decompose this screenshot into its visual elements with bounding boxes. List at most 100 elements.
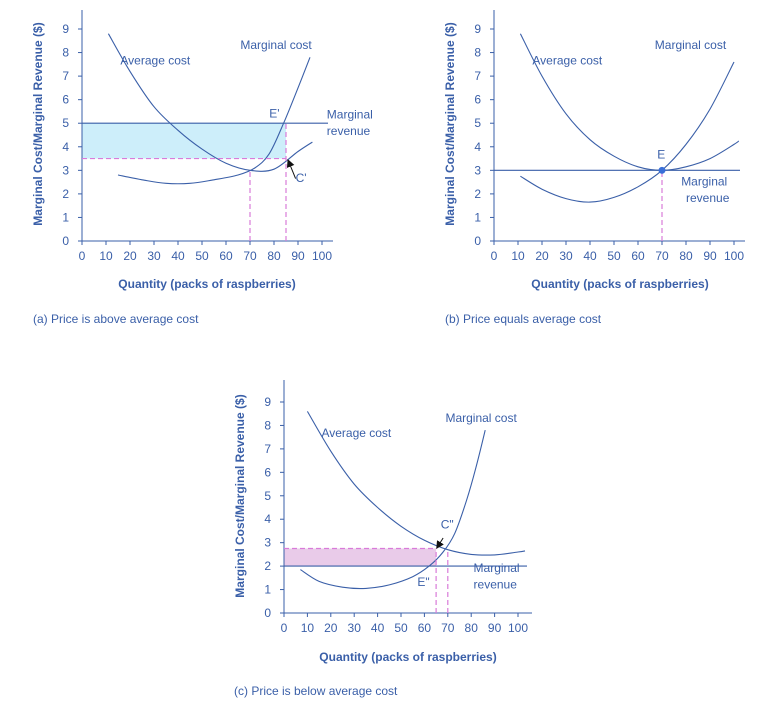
y-axis-title: Marginal Cost/Marginal Revenue ($) — [31, 22, 45, 225]
y-tick-label: 4 — [264, 512, 271, 526]
y-tick-label: 6 — [62, 93, 69, 107]
x-tick-label: 0 — [281, 621, 288, 635]
x-tick-label: 10 — [511, 249, 525, 263]
y-tick-label: 0 — [62, 234, 69, 248]
chart-annotation-label: C' — [296, 171, 307, 185]
chart-annotation-label: Marginal cost — [240, 38, 312, 52]
chart-annotation-label: Marginal — [327, 108, 373, 122]
y-tick-label: 6 — [474, 93, 481, 107]
chart-panel-1: 0 10 20 30 40 50 60 70 80 90 100 0 1 2 3 4 5 6 7 8 9 Marginal… — [31, 10, 373, 326]
shaded-region — [82, 123, 286, 159]
y-tick-label: 2 — [474, 187, 481, 201]
y-tick-label: 2 — [264, 559, 271, 573]
x-tick-label: 80 — [267, 249, 281, 263]
chart-annotation-label: E' — [269, 106, 279, 120]
y-tick-label: 7 — [264, 442, 271, 456]
y-tick-label: 0 — [264, 606, 271, 620]
chart-annotation-label: Marginal — [474, 561, 520, 575]
chart-annotation-label: Average cost — [532, 53, 602, 67]
x-tick-label: 90 — [291, 249, 305, 263]
x-tick-label: 40 — [371, 621, 385, 635]
x-tick-label: 90 — [703, 249, 717, 263]
y-tick-label: 4 — [474, 140, 481, 154]
x-tick-label: 80 — [679, 249, 693, 263]
shaded-region — [284, 548, 437, 567]
panel-caption: (b) Price equals average cost — [445, 312, 602, 326]
y-tick-label: 3 — [264, 536, 271, 550]
y-tick-label: 3 — [62, 163, 69, 177]
x-tick-label: 10 — [99, 249, 113, 263]
y-tick-label: 1 — [62, 210, 69, 224]
x-tick-label: 0 — [79, 249, 86, 263]
x-tick-label: 20 — [123, 249, 137, 263]
chart-annotation-label: Average cost — [321, 426, 391, 440]
x-axis-title: Quantity (packs of raspberries) — [118, 277, 295, 291]
y-tick-label: 1 — [264, 583, 271, 597]
x-tick-label: 60 — [219, 249, 233, 263]
y-axis-title: Marginal Cost/Marginal Revenue ($) — [233, 394, 247, 597]
marginal-cost-curve — [520, 61, 735, 203]
panel-caption: (a) Price is above average cost — [33, 312, 199, 326]
x-tick-label: 60 — [418, 621, 432, 635]
y-tick-label: 2 — [62, 187, 69, 201]
x-tick-label: 10 — [301, 621, 315, 635]
y-tick-label: 7 — [62, 69, 69, 83]
x-tick-label: 40 — [171, 249, 185, 263]
x-tick-label: 70 — [655, 249, 669, 263]
y-tick-label: 9 — [264, 395, 271, 409]
y-tick-label: 5 — [474, 116, 481, 130]
chart-annotation-label: E — [657, 148, 665, 162]
x-tick-label: 0 — [491, 249, 498, 263]
x-tick-label: 20 — [535, 249, 549, 263]
panel-caption: (c) Price is below average cost — [234, 684, 398, 698]
y-tick-label: 4 — [62, 140, 69, 154]
y-tick-label: 7 — [474, 69, 481, 83]
y-tick-label: 8 — [474, 46, 481, 60]
x-tick-label: 50 — [394, 621, 408, 635]
annotation-arrow — [286, 159, 297, 179]
chart-annotation-label: revenue — [474, 577, 518, 591]
y-tick-label: 0 — [474, 234, 481, 248]
x-axis-title: Quantity (packs of raspberries) — [531, 277, 708, 291]
x-tick-label: 50 — [195, 249, 209, 263]
x-tick-label: 90 — [488, 621, 502, 635]
x-tick-label: 30 — [147, 249, 161, 263]
y-tick-label: 9 — [474, 22, 481, 36]
x-tick-label: 100 — [312, 249, 332, 263]
y-tick-label: 6 — [264, 465, 271, 479]
x-tick-label: 80 — [465, 621, 479, 635]
chart-annotation-label: Marginal cost — [445, 411, 517, 425]
x-tick-label: 40 — [583, 249, 597, 263]
x-axis-title: Quantity (packs of raspberries) — [319, 650, 496, 664]
annotation-arrow — [436, 537, 444, 550]
chart-annotation-label: revenue — [327, 124, 371, 138]
chart-annotation-label: revenue — [686, 191, 730, 205]
y-tick-label: 5 — [264, 489, 271, 503]
chart-annotation-label: E" — [417, 575, 429, 589]
chart-panel-2: 0 10 20 30 40 50 60 70 80 90 100 0 1 2 3 4 5 6 7 8 9 Marginal… — [443, 10, 745, 326]
x-tick-label: 70 — [441, 621, 455, 635]
y-tick-label: 9 — [62, 22, 69, 36]
chart-annotation-label: C" — [441, 518, 454, 532]
x-tick-label: 50 — [607, 249, 621, 263]
x-tick-label: 30 — [348, 621, 362, 635]
y-axis-title: Marginal Cost/Marginal Revenue ($) — [443, 22, 457, 225]
equilibrium-point — [658, 166, 666, 174]
y-tick-label: 3 — [474, 163, 481, 177]
marginal-cost-curve — [117, 57, 311, 185]
x-tick-label: 100 — [508, 621, 528, 635]
y-tick-label: 8 — [264, 418, 271, 432]
chart-annotation-label: Average cost — [120, 53, 190, 67]
y-tick-label: 5 — [62, 116, 69, 130]
y-tick-label: 1 — [474, 210, 481, 224]
average-cost-curve — [306, 411, 526, 556]
marginal-cost-curve — [300, 429, 486, 590]
x-tick-label: 100 — [724, 249, 744, 263]
x-tick-label: 30 — [559, 249, 573, 263]
x-tick-label: 70 — [243, 249, 257, 263]
y-tick-label: 8 — [62, 46, 69, 60]
chart-annotation-label: Marginal — [681, 175, 727, 189]
x-tick-label: 60 — [631, 249, 645, 263]
average-cost-curve — [519, 33, 740, 171]
